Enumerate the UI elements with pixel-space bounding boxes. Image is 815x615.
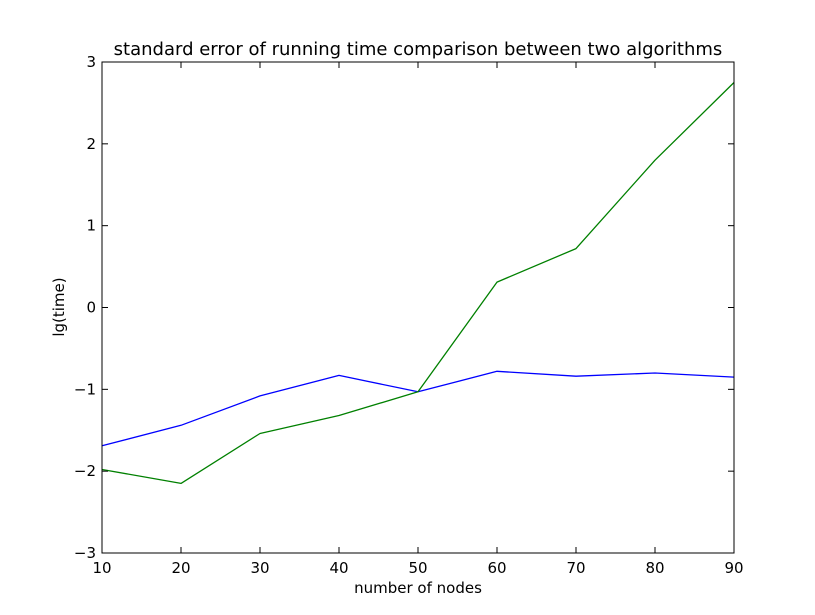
y-tick-label: 0 bbox=[86, 299, 96, 317]
y-tick-label: 1 bbox=[86, 217, 96, 235]
x-tick-label: 10 bbox=[92, 559, 111, 577]
x-axis-label: number of nodes bbox=[354, 579, 482, 597]
y-tick-label: −2 bbox=[74, 462, 96, 480]
x-tick-label: 30 bbox=[250, 559, 269, 577]
y-tick-label: 3 bbox=[86, 53, 96, 71]
x-tick-label: 90 bbox=[724, 559, 743, 577]
chart-title: standard error of running time compariso… bbox=[114, 39, 723, 60]
x-tick-label: 50 bbox=[408, 559, 427, 577]
x-tick-label: 70 bbox=[566, 559, 585, 577]
y-tick-label: 2 bbox=[86, 135, 96, 153]
x-tick-label: 60 bbox=[487, 559, 506, 577]
series-layer bbox=[101, 82, 735, 485]
y-tick-label: −3 bbox=[74, 544, 96, 562]
tick-layer: 10 20 30 40 50 60 70 80 90 −3 −2 −1 0 1 2 3 bbox=[74, 53, 744, 577]
series-line-2 bbox=[101, 82, 735, 485]
x-tick-label: 40 bbox=[329, 559, 348, 577]
x-tick-label: 80 bbox=[645, 559, 664, 577]
plot-frame bbox=[101, 61, 735, 554]
y-axis-label: lg(time) bbox=[50, 277, 68, 336]
x-tick-label: 20 bbox=[171, 559, 190, 577]
y-tick-label: −1 bbox=[74, 380, 96, 398]
